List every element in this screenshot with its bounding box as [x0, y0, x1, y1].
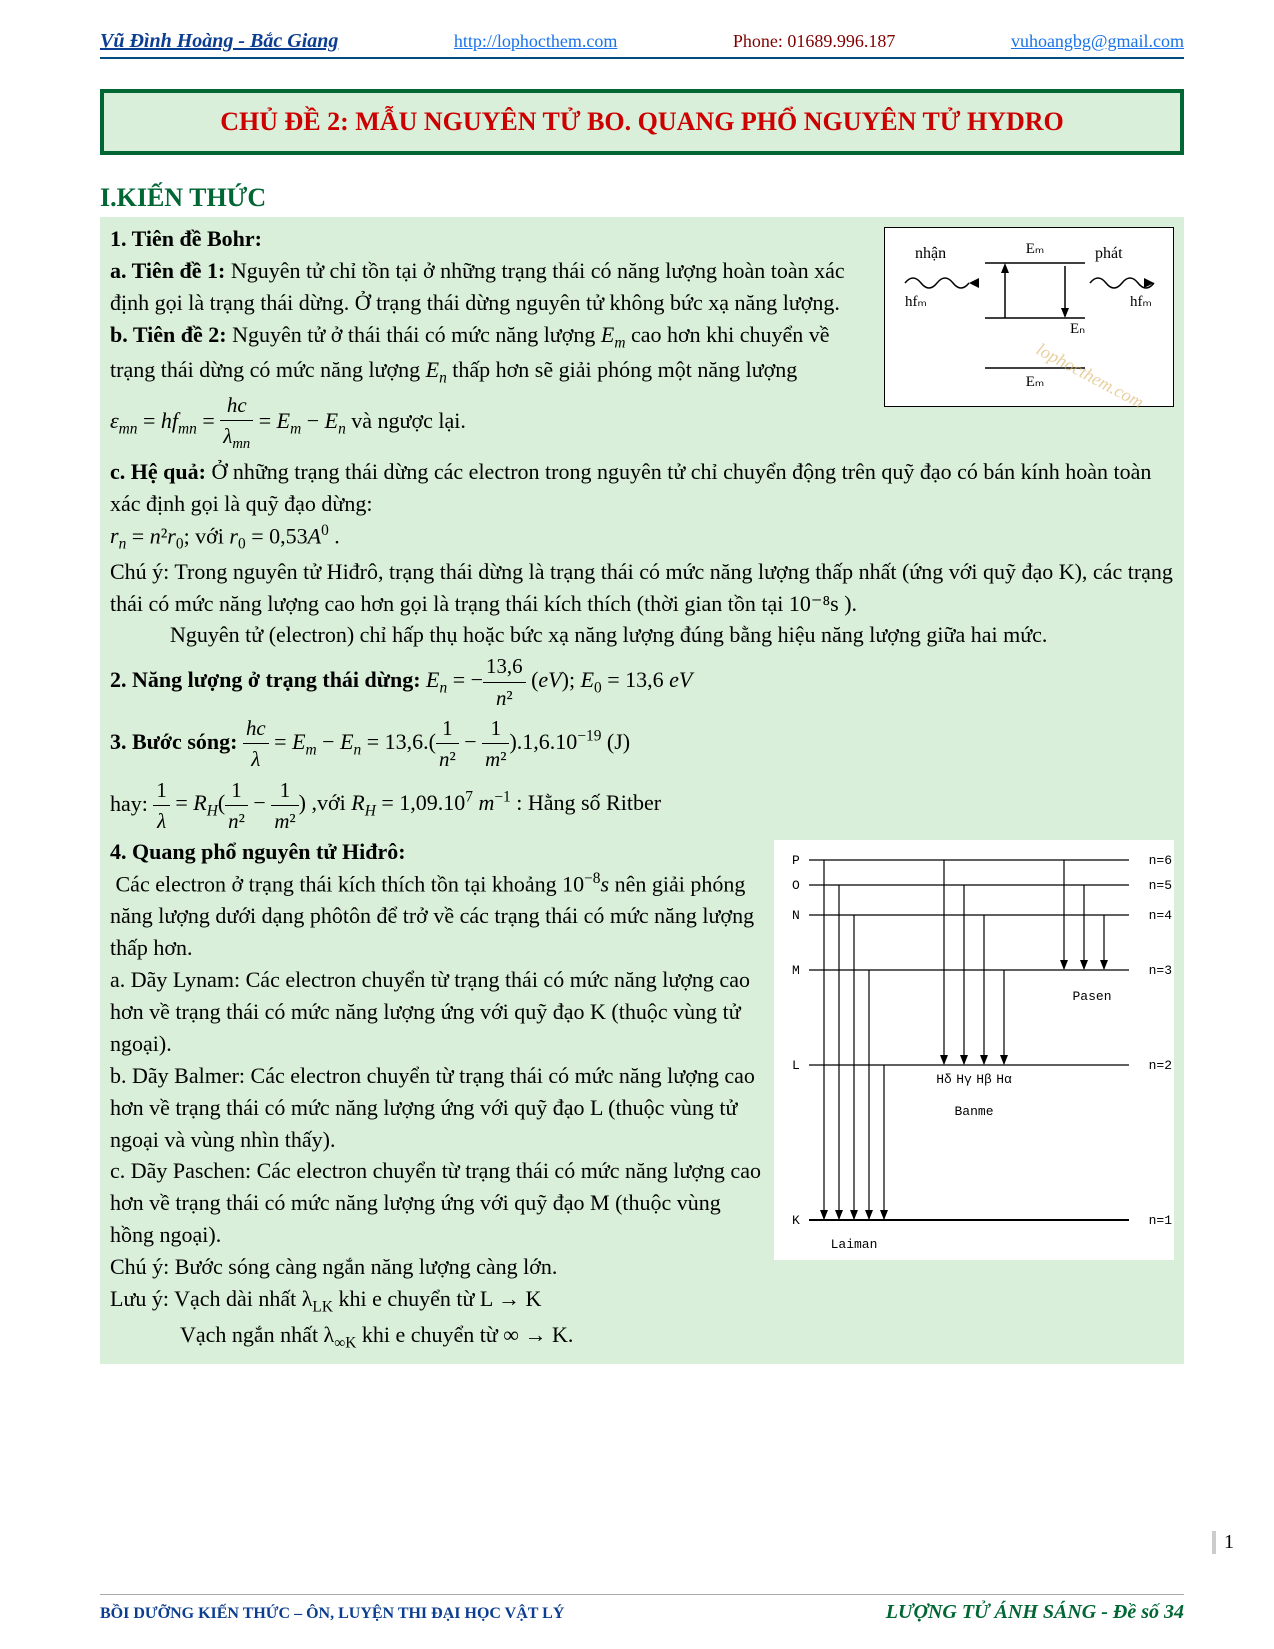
- p1c: c. Hệ quả: Ở những trạng thái dừng các e…: [110, 456, 1174, 520]
- topic-title: CHỦ ĐỀ 2: MẪU NGUYÊN TỬ BO. QUANG PHỔ NG…: [220, 107, 1064, 136]
- svg-text:Eₘ: Eₘ: [1026, 374, 1045, 390]
- content-block: nhận phát Eₘ Eₙ Eₘ hfₘ hfₘ: [100, 217, 1184, 1364]
- svg-text:N: N: [792, 908, 800, 923]
- email-link[interactable]: vuhoangbg@gmail.com: [1011, 31, 1184, 52]
- svg-text:Laiman: Laiman: [831, 1237, 878, 1252]
- site-link[interactable]: http://lophocthem.com: [454, 31, 617, 52]
- svg-text:Hβ: Hβ: [976, 1072, 992, 1087]
- page-number: 1: [1212, 1531, 1234, 1554]
- svg-text:Eₙ: Eₙ: [1070, 321, 1085, 337]
- page-footer: BỒI DƯỠNG KIẾN THỨC – ÔN, LUYỆN THI ĐẠI …: [100, 1594, 1184, 1624]
- svg-text:P: P: [792, 853, 800, 868]
- p2: 2. Năng lượng ở trạng thái dừng: En = −1…: [110, 651, 1174, 713]
- footer-right: LƯỢNG TỬ ÁNH SÁNG - Đề số 34: [886, 1601, 1184, 1624]
- p1c-formula: rn = n²r0; với r0 = 0,53A0 .: [110, 520, 1174, 556]
- p1b-formula: εmn = hfmn = hcλmn = Em − En: [110, 408, 346, 433]
- fig1-phat: phát: [1095, 245, 1123, 262]
- p4-luuy2: Vạch ngắn nhất λ∞K khi e chuyển từ ∞ → K…: [110, 1319, 1174, 1355]
- author-name: Vũ Đình Hoàng - Bắc Giang: [100, 30, 338, 53]
- svg-text:hfₘ: hfₘ: [905, 294, 927, 310]
- svg-text:n=3: n=3: [1149, 963, 1172, 978]
- page-header: Vũ Đình Hoàng - Bắc Giang http://lophoct…: [100, 30, 1184, 59]
- svg-text:Eₘ: Eₘ: [1026, 241, 1045, 257]
- svg-text:M: M: [792, 963, 800, 978]
- p2-formula: En = −13,6n² (eV); E0 = 13,6 eV: [426, 667, 692, 692]
- p3-hay: hay: 1λ = RH(1n² − 1m²) ,với RH = 1,09.1…: [110, 775, 1174, 837]
- svg-text:n=4: n=4: [1149, 908, 1173, 923]
- note1: Chú ý: Trong nguyên tử Hiđrô, trạng thái…: [110, 556, 1174, 620]
- phone-text: Phone: 01689.996.187: [733, 31, 896, 52]
- svg-text:Banme: Banme: [954, 1104, 993, 1119]
- energy-transition-diagram: nhận phát Eₘ Eₙ Eₘ hfₘ hfₘ: [884, 227, 1174, 407]
- svg-text:n=2: n=2: [1149, 1058, 1172, 1073]
- svg-text:n=5: n=5: [1149, 878, 1172, 893]
- svg-text:Hγ: Hγ: [956, 1072, 972, 1087]
- svg-text:L: L: [792, 1058, 800, 1073]
- p4-luuy1: Lưu ý: Vạch dài nhất λLK khi e chuyển từ…: [110, 1283, 1174, 1319]
- p3-formula: hcλ = Em − En = 13,6.(1n² − 1m²).1,6.10−…: [243, 729, 630, 754]
- svg-text:Hα: Hα: [996, 1072, 1012, 1087]
- section-heading: I.KIẾN THỨC: [100, 183, 1184, 213]
- topic-box: CHỦ ĐỀ 2: MẪU NGUYÊN TỬ BO. QUANG PHỔ NG…: [100, 89, 1184, 155]
- page: Vũ Đình Hoàng - Bắc Giang http://lophoct…: [0, 0, 1274, 1649]
- footer-left: BỒI DƯỠNG KIẾN THỨC – ÔN, LUYỆN THI ĐẠI …: [100, 1605, 564, 1623]
- svg-text:hfₘ: hfₘ: [1130, 294, 1152, 310]
- note1b: Nguyên tử (electron) chỉ hấp thụ hoặc bứ…: [110, 619, 1174, 651]
- svg-text:Pasen: Pasen: [1072, 989, 1111, 1004]
- svg-text:Hδ: Hδ: [936, 1072, 952, 1087]
- svg-text:n=6: n=6: [1149, 853, 1172, 868]
- p3: 3. Bước sóng: hcλ = Em − En = 13,6.(1n² …: [110, 713, 1174, 775]
- svg-text:n=1: n=1: [1149, 1213, 1173, 1228]
- fig1-nhan: nhận: [915, 245, 946, 262]
- svg-text:O: O: [792, 878, 800, 893]
- svg-text:lophocthem.com: lophocthem.com: [1033, 339, 1147, 408]
- hydrogen-spectrum-diagram: Pn=6 On=5 Nn=4 Mn=3 Ln=2 Kn=1 Laiman Hδ Hγ Hβ Hα Ba…: [774, 840, 1174, 1260]
- svg-text:K: K: [792, 1213, 800, 1228]
